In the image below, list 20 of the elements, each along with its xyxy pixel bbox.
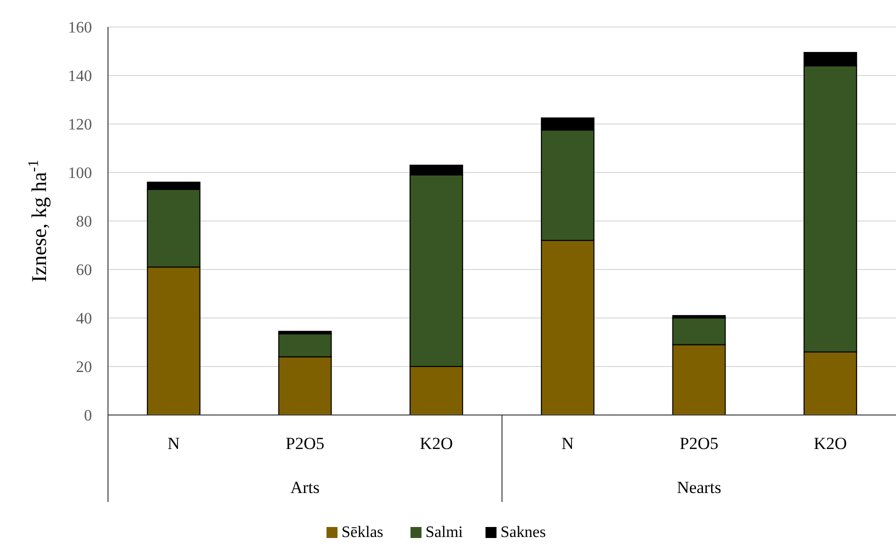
x-tick-label: K2O (420, 434, 453, 453)
legend-label: Salmi (426, 524, 464, 541)
x-tick-label: N (168, 434, 180, 453)
y-tick-label: 40 (76, 310, 92, 328)
x-tick-label: P2O5 (680, 434, 718, 453)
x-tick-label: N (562, 434, 574, 453)
text: Nearts (676, 478, 722, 497)
y-tick-label: 120 (68, 116, 92, 134)
y-tick-label: 140 (68, 68, 92, 86)
x-tick-label: K2O (814, 434, 847, 453)
y-tick-label: 20 (76, 359, 92, 376)
y-tick-label: 100 (68, 165, 92, 182)
y-tick-label: 0 (84, 408, 92, 425)
text: Arts (290, 478, 320, 497)
y-tick-label: 160 (68, 20, 92, 37)
legend-label: Sēklas (342, 524, 384, 541)
y-tick-label: 80 (76, 214, 92, 231)
y-tick-label: 60 (76, 262, 92, 280)
x-tick-label: P2O5 (286, 434, 324, 453)
legend-label: Saknes (500, 524, 546, 541)
